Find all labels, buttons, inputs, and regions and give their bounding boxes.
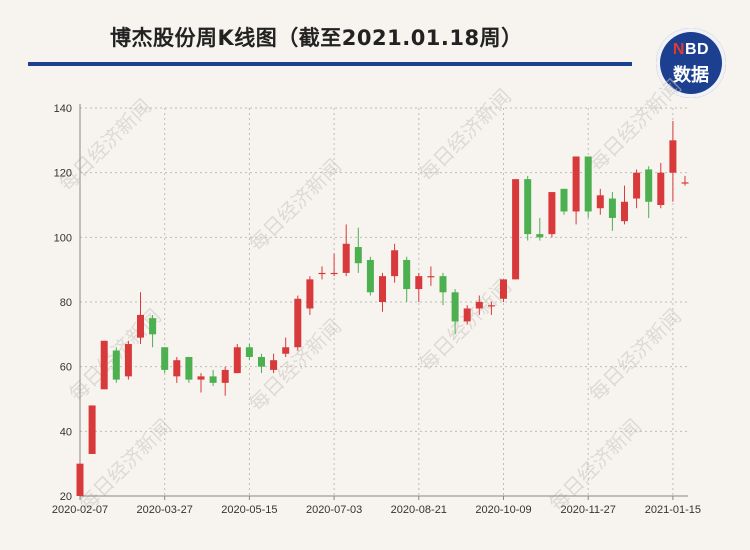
candle-body <box>500 279 507 299</box>
watermark-text: 每日经济新闻 <box>244 154 346 256</box>
candle-body <box>258 356 265 367</box>
watermark-text: 每日经济新闻 <box>414 84 516 186</box>
candle-body <box>536 234 544 238</box>
candle-body <box>318 272 326 275</box>
x-tick-label: 2020-03-27 <box>137 504 193 516</box>
x-tick-label: 2020-11-27 <box>560 504 615 516</box>
nbd-logo: NBD 数据 <box>656 28 726 98</box>
chart-title: 博杰股份周K线图（截至2021.01.18周） <box>110 26 523 50</box>
candle-body <box>645 169 653 202</box>
y-tick-label: 80 <box>60 297 72 309</box>
candle-body <box>681 182 689 184</box>
y-tick-label: 20 <box>60 491 72 503</box>
candle-body <box>451 292 459 322</box>
candle-body <box>572 156 580 212</box>
watermark-text: 每日经济新闻 <box>584 304 686 406</box>
candle-body <box>330 272 338 275</box>
candle-body <box>415 276 423 290</box>
candle-body <box>354 247 362 264</box>
watermark-text: 每日经济新闻 <box>544 414 646 516</box>
y-tick-label: 140 <box>54 103 72 115</box>
candle-body <box>669 140 677 173</box>
candle-body <box>487 305 495 307</box>
candle-body <box>100 340 108 390</box>
candle-body <box>366 259 374 293</box>
candle-body <box>342 243 350 273</box>
candle-body <box>221 369 229 383</box>
candle-body <box>137 314 144 338</box>
candle-body <box>427 276 435 278</box>
y-tick-label: 120 <box>54 168 72 180</box>
candle-body <box>560 188 568 212</box>
candle-body <box>391 250 399 277</box>
x-tick-label: 2021-01-15 <box>645 504 701 516</box>
candle-body <box>294 298 302 348</box>
title-underline <box>28 62 632 66</box>
candle-body <box>161 347 169 370</box>
y-tick-label: 40 <box>60 426 72 438</box>
logo-top-text: NBD <box>672 41 710 58</box>
candle-body <box>608 198 616 218</box>
logo-bottom-text: 数据 <box>673 65 709 86</box>
candle-body <box>657 172 665 205</box>
candle-body <box>245 347 253 357</box>
candle-body <box>379 276 386 302</box>
candle-body <box>463 308 471 322</box>
candle-body <box>621 201 628 222</box>
candle-body <box>209 376 217 383</box>
candle-body <box>633 172 641 199</box>
x-tick-label: 2020-02-07 <box>52 504 108 516</box>
candle-body <box>282 347 290 354</box>
candle-body <box>306 279 314 309</box>
candle-body <box>548 192 556 235</box>
candle-body <box>270 360 278 370</box>
candle-body <box>584 156 592 212</box>
y-tick-label: 60 <box>60 362 72 374</box>
candle-body <box>76 463 84 496</box>
candle-body <box>233 347 241 374</box>
candle-body <box>403 259 411 290</box>
candle-body <box>475 302 483 309</box>
x-tick-label: 2020-10-09 <box>475 504 531 516</box>
candle-body <box>512 179 520 280</box>
x-tick-label: 2020-08-21 <box>391 504 447 516</box>
x-tick-label: 2020-07-03 <box>306 504 362 516</box>
candle-body <box>149 318 157 335</box>
candle-body <box>439 276 447 293</box>
candle-body <box>112 350 120 380</box>
candle-body <box>197 376 205 380</box>
candle-body <box>124 344 132 377</box>
candle-body <box>173 360 181 377</box>
candle-body <box>524 179 532 235</box>
y-tick-label: 100 <box>54 232 72 244</box>
candle-body <box>88 405 96 454</box>
candle-body <box>185 356 193 380</box>
x-tick-label: 2020-05-15 <box>221 504 277 516</box>
candle-body <box>596 195 604 209</box>
